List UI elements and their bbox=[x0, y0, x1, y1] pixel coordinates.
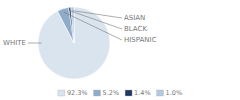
leader-line bbox=[70, 11, 122, 29]
legend-label: 1.4% bbox=[134, 89, 151, 97]
slice-label: WHITE bbox=[3, 39, 26, 47]
pie-slice bbox=[69, 7, 74, 43]
slice-label: ASIAN bbox=[124, 14, 145, 22]
legend-swatch bbox=[157, 90, 164, 96]
labels: WHITE ASIAN BLACK HISPANIC bbox=[3, 11, 157, 47]
legend-label: 1.0% bbox=[166, 89, 183, 97]
legend-swatch bbox=[94, 90, 101, 96]
legend-swatch bbox=[58, 90, 65, 96]
leader-line bbox=[28, 43, 42, 44]
legend-label: 92.3% bbox=[67, 89, 88, 97]
slice-label: BLACK bbox=[124, 25, 147, 33]
chart: WHITE ASIAN BLACK HISPANIC 92.3% 5.2% 1.4% 1.0% bbox=[0, 0, 240, 100]
legend: 92.3% 5.2% 1.4% 1.0% bbox=[58, 89, 182, 97]
pie-slice bbox=[71, 7, 74, 43]
legend-swatch bbox=[125, 90, 132, 96]
slice-label: HISPANIC bbox=[124, 36, 157, 44]
pie-slice bbox=[38, 7, 110, 79]
leader-line bbox=[64, 12, 122, 40]
pie bbox=[38, 7, 110, 79]
legend-label: 5.2% bbox=[103, 89, 120, 97]
